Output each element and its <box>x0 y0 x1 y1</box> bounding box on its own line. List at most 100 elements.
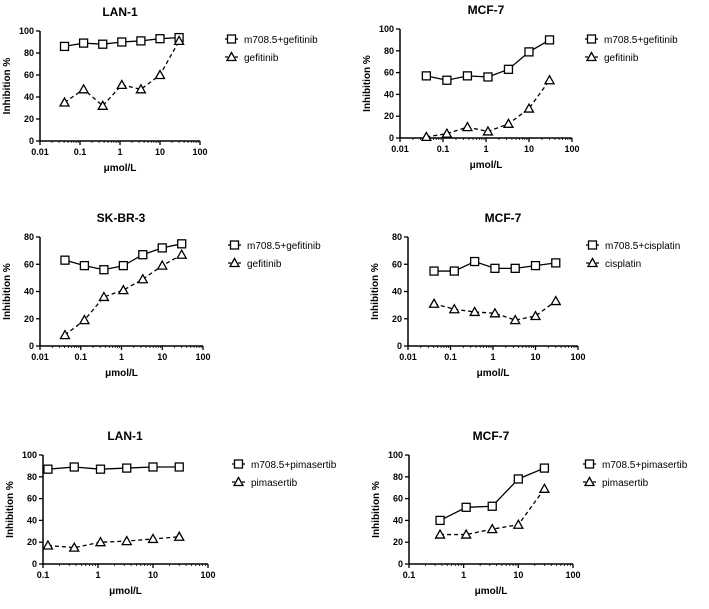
data-point <box>117 37 127 47</box>
x-tick-label: 0.01 <box>391 144 409 154</box>
series-line-1 <box>47 466 180 470</box>
data-point <box>173 530 185 541</box>
data-point <box>512 518 524 529</box>
y-axis-label: Inhibition % <box>5 481 16 538</box>
legend-marker <box>229 240 240 250</box>
y-tick-label: 20 <box>392 314 402 324</box>
data-point <box>58 96 71 107</box>
y-tick-label: 40 <box>24 92 34 102</box>
y-tick-label: 0 <box>29 136 34 146</box>
data-point <box>490 263 500 273</box>
y-tick-label: 0 <box>32 559 37 569</box>
y-axis-label: Inhibition % <box>371 481 382 538</box>
legend-marker <box>586 34 597 44</box>
data-point <box>117 284 129 295</box>
x-tick-label: 10 <box>530 352 540 362</box>
data-point <box>99 265 109 275</box>
y-tick-label: 20 <box>384 111 394 121</box>
x-tick-label: 1 <box>117 147 122 157</box>
x-tick-label: 10 <box>513 570 523 580</box>
data-point <box>502 118 515 128</box>
chart-title: SK-BR-3 <box>97 211 146 225</box>
data-point <box>94 536 107 547</box>
legend-label: m708.5+gefitinib <box>247 241 321 252</box>
data-point <box>147 533 159 544</box>
legend-marker <box>586 257 599 268</box>
data-point <box>539 463 550 473</box>
data-point <box>95 464 106 474</box>
y-axis-label: Inhibition % <box>2 58 13 115</box>
legend-marker <box>585 51 598 62</box>
data-point <box>154 69 166 80</box>
x-tick-label: 1 <box>490 352 495 362</box>
x-axis-label: μmol/L <box>477 368 510 379</box>
x-tick-label: 100 <box>564 144 579 154</box>
x-tick-label: 0.01 <box>31 352 49 362</box>
x-axis-label: μmol/L <box>475 586 508 597</box>
legend-label: pimasertib <box>602 478 649 489</box>
data-point <box>461 121 474 132</box>
x-tick-label: 1 <box>461 570 466 580</box>
data-point <box>462 71 473 81</box>
data-point <box>460 528 472 539</box>
x-tick-label: 10 <box>155 147 165 157</box>
y-tick-label: 40 <box>393 515 403 525</box>
y-tick-label: 80 <box>24 232 34 242</box>
data-point <box>482 125 494 136</box>
data-point <box>544 35 555 45</box>
data-point <box>486 523 498 534</box>
data-point <box>97 99 109 110</box>
x-tick-label: 0.1 <box>37 570 50 580</box>
y-axis-label: Inhibition % <box>362 55 373 112</box>
data-point <box>510 263 520 273</box>
y-tick-label: 80 <box>393 472 403 482</box>
legend-label: pimasertib <box>251 478 298 489</box>
data-point <box>523 102 535 113</box>
x-axis-label: μmol/L <box>470 160 503 171</box>
x-tick-label: 10 <box>524 144 534 154</box>
x-axis-label: μmol/L <box>105 368 138 379</box>
data-point <box>155 34 165 44</box>
data-point <box>78 314 91 325</box>
y-tick-label: 60 <box>393 494 403 504</box>
x-tick-label: 1 <box>119 352 124 362</box>
series-line-2 <box>47 536 180 549</box>
data-point <box>428 297 440 308</box>
data-point <box>442 75 452 85</box>
data-point <box>529 310 542 321</box>
x-tick-label: 0.1 <box>74 147 87 157</box>
y-tick-label: 60 <box>24 70 34 80</box>
y-tick-label: 0 <box>29 341 34 351</box>
y-tick-label: 40 <box>384 89 394 99</box>
chart-panel-3: SK-BR-3 0 20 40 60 80 0.01 0.1 1 10 100 μmol/L Inhib… <box>2 211 321 379</box>
x-tick-label: 0.1 <box>437 144 450 154</box>
x-tick-label: 100 <box>565 570 580 580</box>
data-point <box>550 295 562 306</box>
x-tick-label: 1 <box>483 144 488 154</box>
data-point <box>135 83 147 94</box>
chart-panel-4: MCF-7 0 20 40 60 80 0.01 0.1 1 10 100 μmol/L Inhibit… <box>370 211 680 379</box>
data-point <box>148 462 158 472</box>
x-tick-label: 0.01 <box>399 352 417 362</box>
data-point <box>118 260 128 271</box>
data-point <box>77 83 90 94</box>
data-point <box>530 260 541 271</box>
data-point <box>441 127 453 138</box>
data-point <box>429 266 439 276</box>
y-tick-label: 100 <box>19 26 34 36</box>
data-point <box>60 255 70 265</box>
chart-title: MCF-7 <box>468 3 505 17</box>
legend-marker <box>583 476 596 487</box>
x-tick-label: 0.1 <box>74 352 87 362</box>
series-line-1 <box>439 467 545 521</box>
x-tick-label: 0.1 <box>403 570 416 580</box>
legend-label: gefitinib <box>244 53 279 64</box>
y-tick-label: 100 <box>22 450 37 460</box>
y-tick-label: 60 <box>384 68 394 78</box>
y-tick-label: 40 <box>27 515 37 525</box>
data-point <box>136 36 146 46</box>
legend-label: m708.5+cisplatin <box>605 241 680 252</box>
data-point <box>487 501 497 511</box>
y-tick-label: 80 <box>392 232 402 242</box>
